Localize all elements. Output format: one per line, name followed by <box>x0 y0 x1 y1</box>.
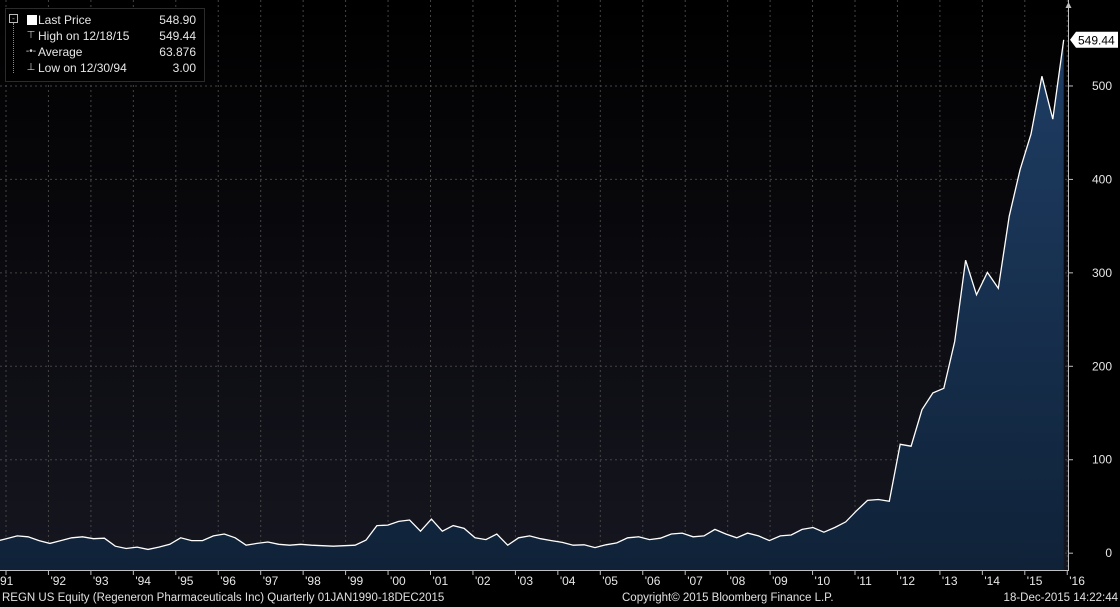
y-tick-label: 100 <box>1092 453 1112 467</box>
x-tick-label: '05 <box>602 574 618 588</box>
x-tick-label: '13 <box>942 574 958 588</box>
x-tick-label: '07 <box>687 574 703 588</box>
x-tick-label: '93 <box>93 574 109 588</box>
x-tick-label: 91 <box>0 574 14 588</box>
x-tick-label: '12 <box>899 574 915 588</box>
legend-high-label: High on 12/18/15 <box>38 29 130 43</box>
last-value-flag: 549.44 <box>1070 31 1118 48</box>
y-tick-label: 300 <box>1092 266 1112 280</box>
y-tick-label: 0 <box>1105 546 1112 560</box>
footer-bar: REGN US Equity (Regeneron Pharmaceutical… <box>0 589 1120 607</box>
y-tick-label: 400 <box>1092 172 1112 186</box>
x-tick-label: '01 <box>433 574 449 588</box>
legend-average-value: 63.876 <box>159 45 196 59</box>
x-tick-label: '11 <box>857 574 872 588</box>
grid-lines <box>0 0 1068 570</box>
x-tick-label: '95 <box>178 574 194 588</box>
last-value-label: 549.44 <box>1078 33 1115 47</box>
timestamp: 18-Dec-2015 14:22:44 <box>1003 592 1118 604</box>
collapse-icon[interactable]: - <box>9 14 18 23</box>
x-tick-label: '96 <box>220 574 236 588</box>
x-tick-label: '16 <box>1069 574 1085 588</box>
x-tick-label: '14 <box>984 574 1000 588</box>
x-tick-label: '92 <box>50 574 66 588</box>
price-line <box>0 39 1065 551</box>
legend-tree-line <box>13 23 15 73</box>
x-tick-label: '00 <box>390 574 406 588</box>
legend-average-label: Average <box>38 45 83 59</box>
x-tick-label: '02 <box>475 574 491 588</box>
high-marker-icon: ⊤ <box>26 30 36 41</box>
x-tick-label: '15 <box>1027 574 1043 588</box>
x-tick-label: '06 <box>645 574 661 588</box>
legend-last-price-value: 548.90 <box>159 13 196 27</box>
y-tick-label: 500 <box>1092 79 1112 93</box>
low-marker-icon: ⊥ <box>26 62 36 73</box>
x-tick-label: '08 <box>730 574 746 588</box>
security-description: REGN US Equity (Regeneron Pharmaceutical… <box>2 592 445 604</box>
legend-low: ⊥ Low on 12/30/94 3.00 <box>6 60 196 76</box>
x-tick-label: '04 <box>560 574 576 588</box>
x-tick-label: '03 <box>517 574 533 588</box>
x-tick-label: '98 <box>305 574 321 588</box>
last-value-flag-shape <box>1070 31 1118 48</box>
legend-average: -•- Average 63.876 <box>6 44 196 60</box>
legend-low-value: 3.00 <box>172 61 196 75</box>
x-tick-label: '10 <box>815 574 831 588</box>
legend-high-value: 549.44 <box>159 29 196 43</box>
plot-background <box>0 0 1068 570</box>
price-area <box>0 39 1064 570</box>
legend-box: - Last Price 548.90 ⊤ High on 12/18/15 5… <box>5 8 205 82</box>
x-tick-label: '99 <box>348 574 364 588</box>
legend-last-price-label: Last Price <box>38 13 92 27</box>
copyright-notice: Copyright© 2015 Bloomberg Finance L.P. <box>622 592 834 604</box>
x-tick-label: '09 <box>772 574 788 588</box>
average-line-icon: -•- <box>25 46 37 57</box>
y-axis-ticks: 0 100 200 300 400 500 <box>1068 79 1112 560</box>
axes <box>0 0 1072 571</box>
legend-high: ⊤ High on 12/18/15 549.44 <box>6 28 196 44</box>
legend-low-label: Low on 12/30/94 <box>38 61 127 75</box>
legend-last-price: Last Price 548.90 <box>6 12 196 28</box>
y-tick-label: 200 <box>1092 359 1112 373</box>
x-tick-label: '94 <box>135 574 151 588</box>
y-axis-arrow-icon <box>1065 2 1072 8</box>
x-axis-ticks: 91 '92 '93 '94 '95 '96 '97 '98 '99 '00 '01 '02 '03 '0… <box>0 570 1085 588</box>
last-price-square-icon <box>27 15 37 25</box>
x-tick-label: '97 <box>263 574 279 588</box>
